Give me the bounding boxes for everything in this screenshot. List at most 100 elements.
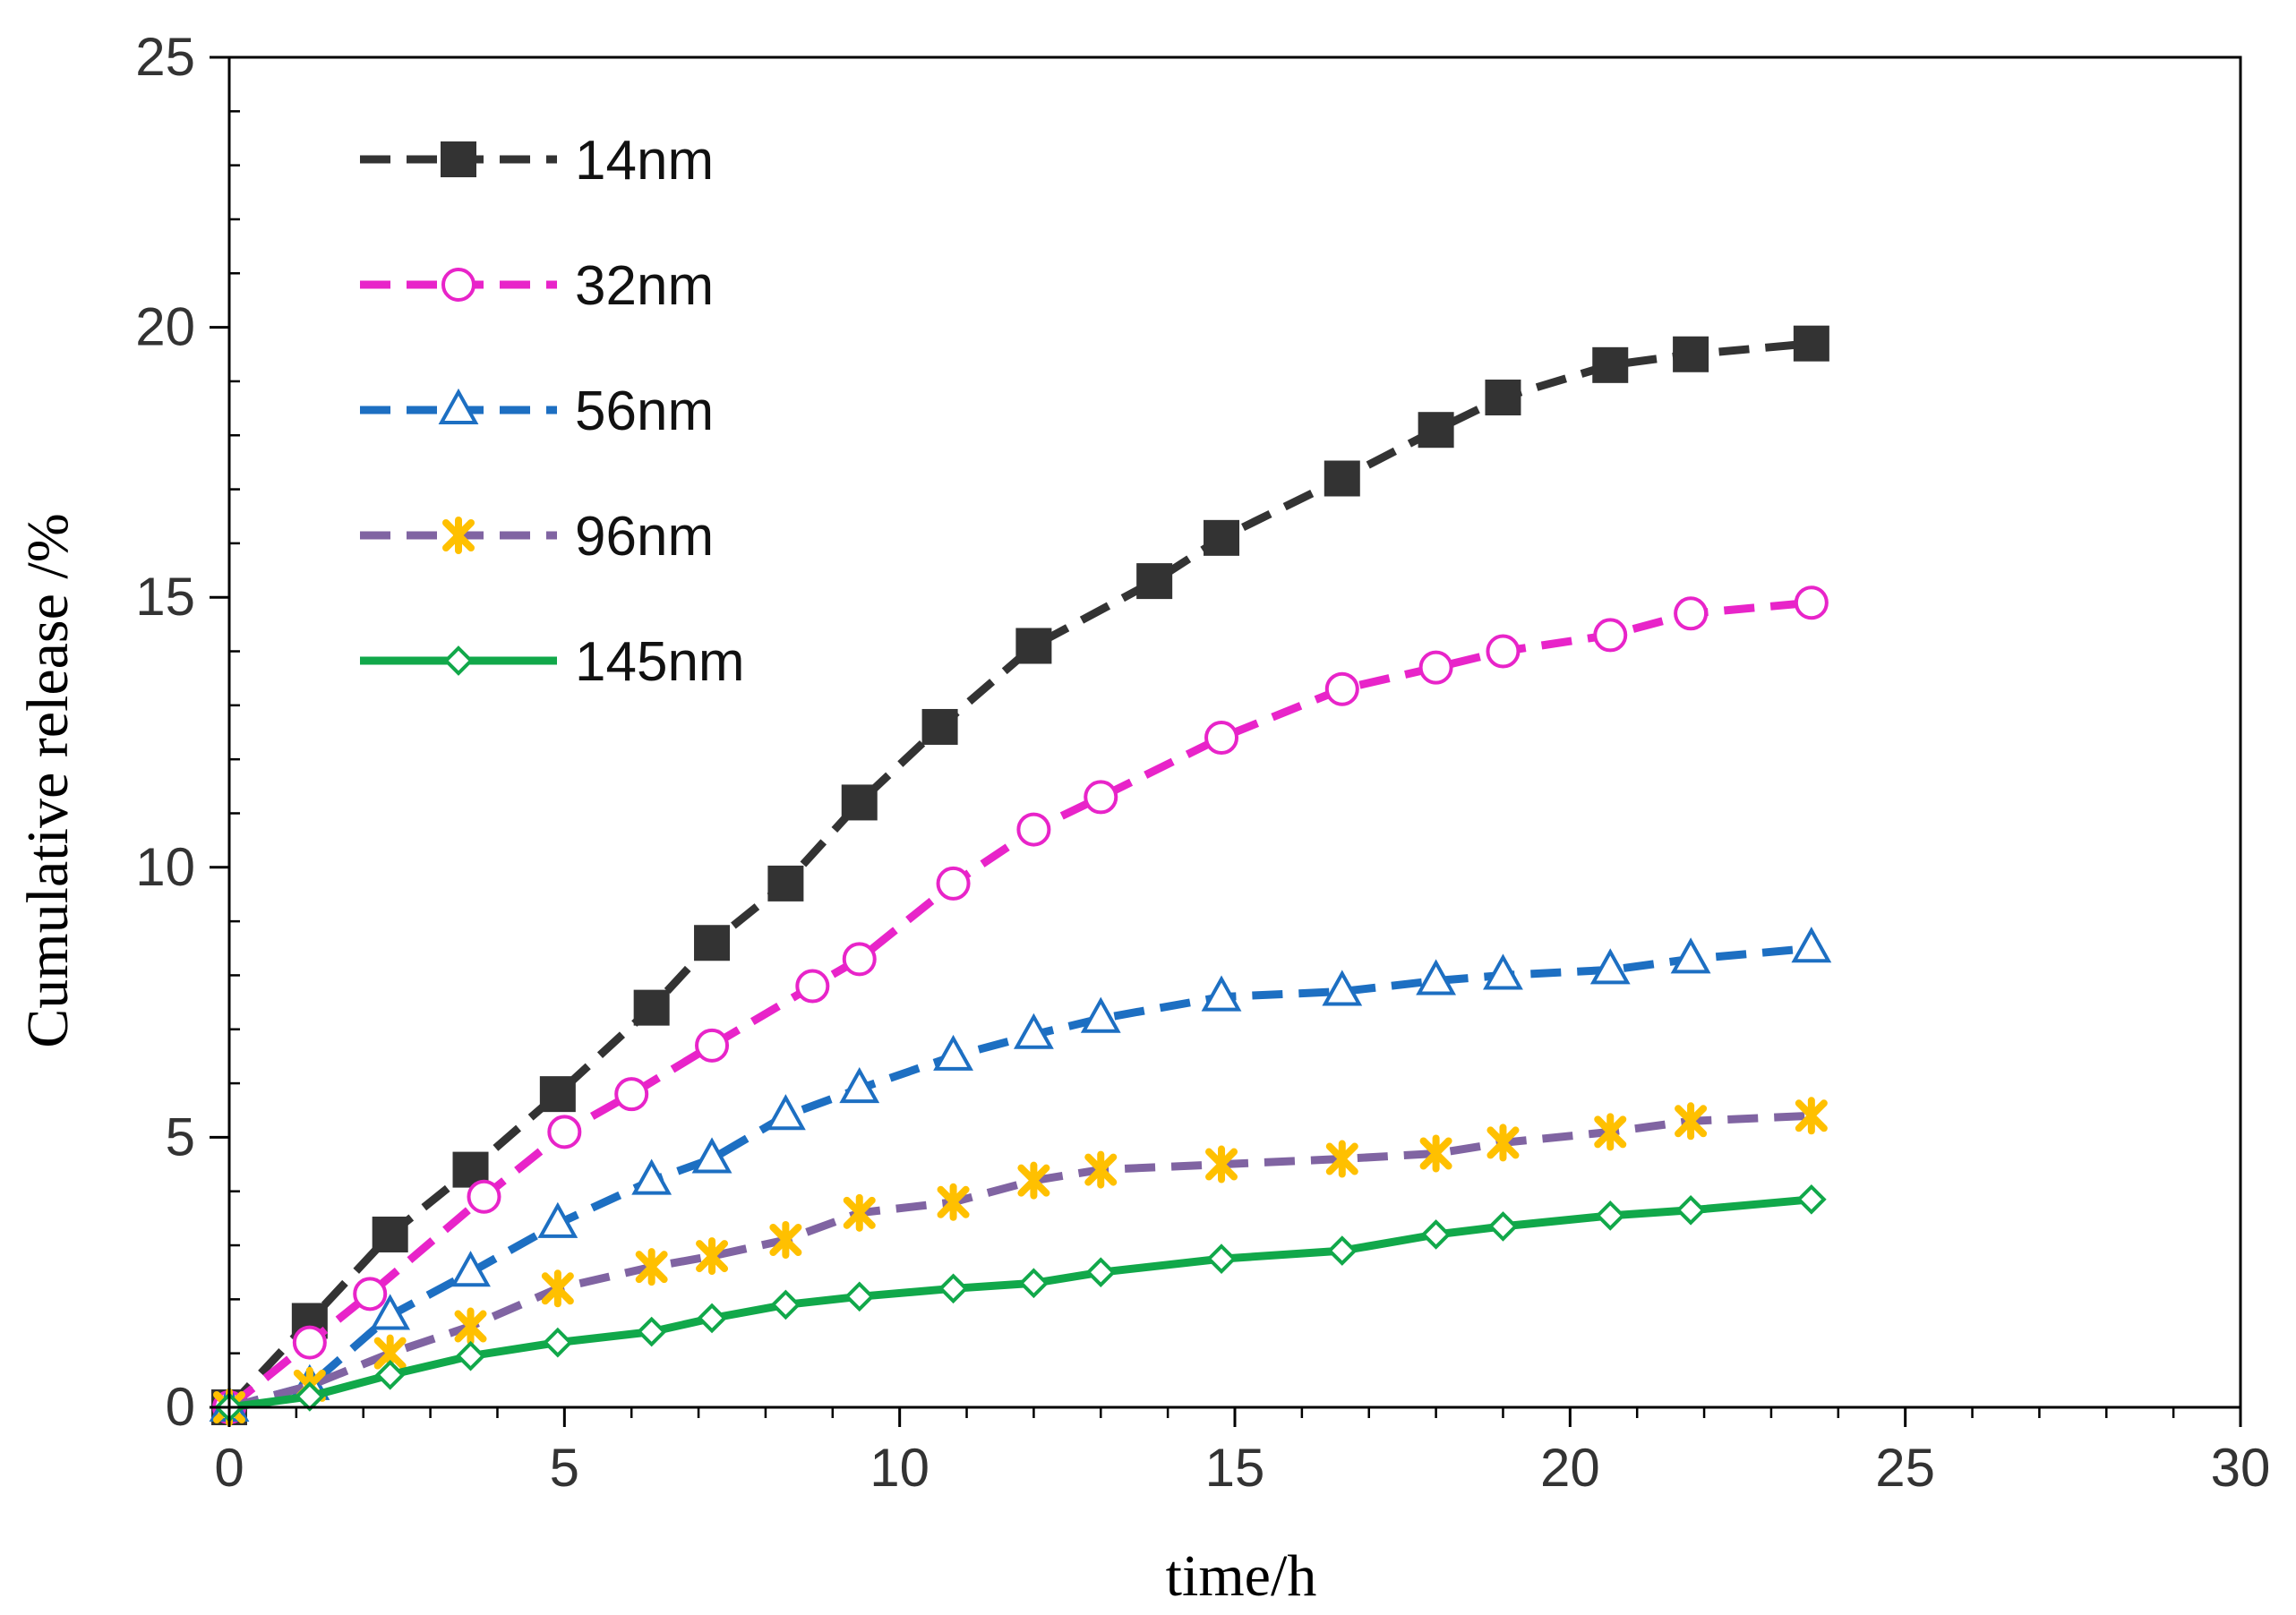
x-tick-label: 5 [550, 1438, 579, 1498]
data-point-96nm [635, 1248, 668, 1286]
data-point-32nm [292, 1325, 327, 1360]
data-point-32nm [1486, 634, 1521, 669]
data-point-14nm [1204, 519, 1240, 556]
data-point-145nm [844, 1281, 875, 1312]
legend-marker-32nm [441, 268, 475, 302]
data-point-14nm [694, 925, 731, 961]
data-point-14nm [1418, 412, 1454, 449]
data-point-56nm [1013, 1013, 1054, 1049]
y-axis-title: Cumulative release /% [15, 513, 81, 1047]
data-point-14nm [1673, 336, 1709, 372]
data-point-145nm [295, 1381, 325, 1412]
legend-label-14nm: 14nm [575, 130, 714, 192]
data-point-96nm [1675, 1102, 1708, 1141]
data-point-96nm [696, 1237, 729, 1276]
data-point-14nm [1793, 325, 1829, 362]
y-tick-label: 0 [166, 1377, 195, 1437]
data-point-145nm [374, 1359, 406, 1390]
data-point-96nm [541, 1269, 574, 1308]
data-point-96nm [1419, 1134, 1452, 1173]
data-point-96nm [1594, 1113, 1627, 1151]
data-point-14nm [633, 989, 670, 1026]
legend-marker-145nm [443, 645, 474, 676]
x-axis-title: time/h [1166, 1543, 1317, 1609]
data-point-14nm [1324, 460, 1360, 497]
data-point-14nm [1592, 346, 1629, 383]
data-point-145nm [1796, 1183, 1827, 1215]
data-point-56nm [537, 1201, 578, 1238]
data-point-145nm [938, 1273, 969, 1304]
data-point-32nm [1204, 721, 1239, 756]
series-56nm [209, 927, 1832, 1422]
data-point-145nm [1085, 1257, 1117, 1288]
data-point-14nm [767, 865, 804, 901]
data-point-14nm [841, 784, 878, 821]
data-point-56nm [1670, 937, 1711, 974]
data-point-96nm [937, 1183, 970, 1221]
data-point-96nm [843, 1193, 876, 1232]
plot-area [209, 325, 1832, 1426]
data-point-32nm [842, 942, 877, 977]
data-point-14nm [372, 1216, 408, 1252]
data-point-145nm [1487, 1211, 1519, 1242]
data-point-56nm [839, 1067, 880, 1104]
data-point-56nm [1322, 970, 1363, 1006]
data-point-32nm [1016, 812, 1051, 847]
x-tick-label: 25 [1875, 1438, 1935, 1498]
legend-label-32nm: 32nm [575, 255, 714, 317]
data-point-14nm [921, 708, 958, 745]
data-point-56nm [450, 1251, 491, 1287]
x-tick-label: 15 [1205, 1438, 1265, 1498]
data-point-96nm [1486, 1124, 1520, 1162]
y-tick-label: 20 [135, 297, 195, 357]
data-point-32nm [467, 1179, 501, 1214]
data-point-56nm [1791, 927, 1832, 963]
data-point-56nm [1080, 996, 1121, 1033]
data-point-145nm [1420, 1219, 1452, 1250]
x-tick-label: 0 [214, 1438, 244, 1498]
legend-marker-14nm [441, 141, 476, 177]
data-point-56nm [370, 1294, 411, 1330]
legend-marker-56nm [438, 388, 479, 424]
axes: 0 5 10 15 20 25 30 0 5 10 15 20 25 [135, 27, 2270, 1498]
data-point-32nm [795, 969, 830, 1004]
legend-label-56nm: 56nm [575, 380, 714, 442]
legend-item-14nm: 14nm [360, 130, 714, 192]
data-point-145nm [1326, 1235, 1358, 1266]
data-point-32nm [936, 866, 971, 901]
y-tick-label: 25 [135, 27, 195, 87]
legend-item-32nm: 32nm [360, 255, 714, 317]
data-point-32nm [1418, 650, 1453, 685]
data-point-96nm [1084, 1150, 1118, 1189]
data-point-145nm [697, 1303, 727, 1334]
data-point-56nm [1483, 953, 1523, 990]
data-point-145nm [770, 1289, 801, 1320]
data-point-56nm [691, 1137, 732, 1174]
data-point-145nm [543, 1327, 573, 1358]
data-point-145nm [1595, 1201, 1626, 1231]
series-32nm [212, 585, 1829, 1424]
data-point-145nm [636, 1316, 667, 1347]
series-96nm [213, 1097, 1828, 1426]
data-point-56nm [1201, 975, 1242, 1012]
series-145nm [214, 1183, 1827, 1423]
legend-label-145nm: 145nm [575, 631, 745, 693]
data-point-96nm [1205, 1145, 1238, 1183]
x-tick-label: 10 [870, 1438, 930, 1498]
data-point-96nm [1795, 1097, 1828, 1135]
legend-item-56nm: 56nm [360, 380, 714, 442]
data-point-56nm [933, 1034, 973, 1071]
data-point-32nm [1674, 596, 1709, 631]
data-point-32nm [1084, 780, 1118, 815]
data-point-32nm [614, 1077, 649, 1112]
data-point-32nm [1324, 671, 1359, 706]
data-point-56nm [1589, 948, 1631, 985]
data-point-56nm [631, 1158, 673, 1195]
data-point-32nm [547, 1115, 582, 1149]
data-point-14nm [1485, 380, 1521, 416]
data-point-32nm [695, 1028, 730, 1063]
data-point-96nm [1017, 1161, 1050, 1200]
data-point-96nm [769, 1221, 802, 1260]
data-point-32nm [1794, 585, 1829, 620]
